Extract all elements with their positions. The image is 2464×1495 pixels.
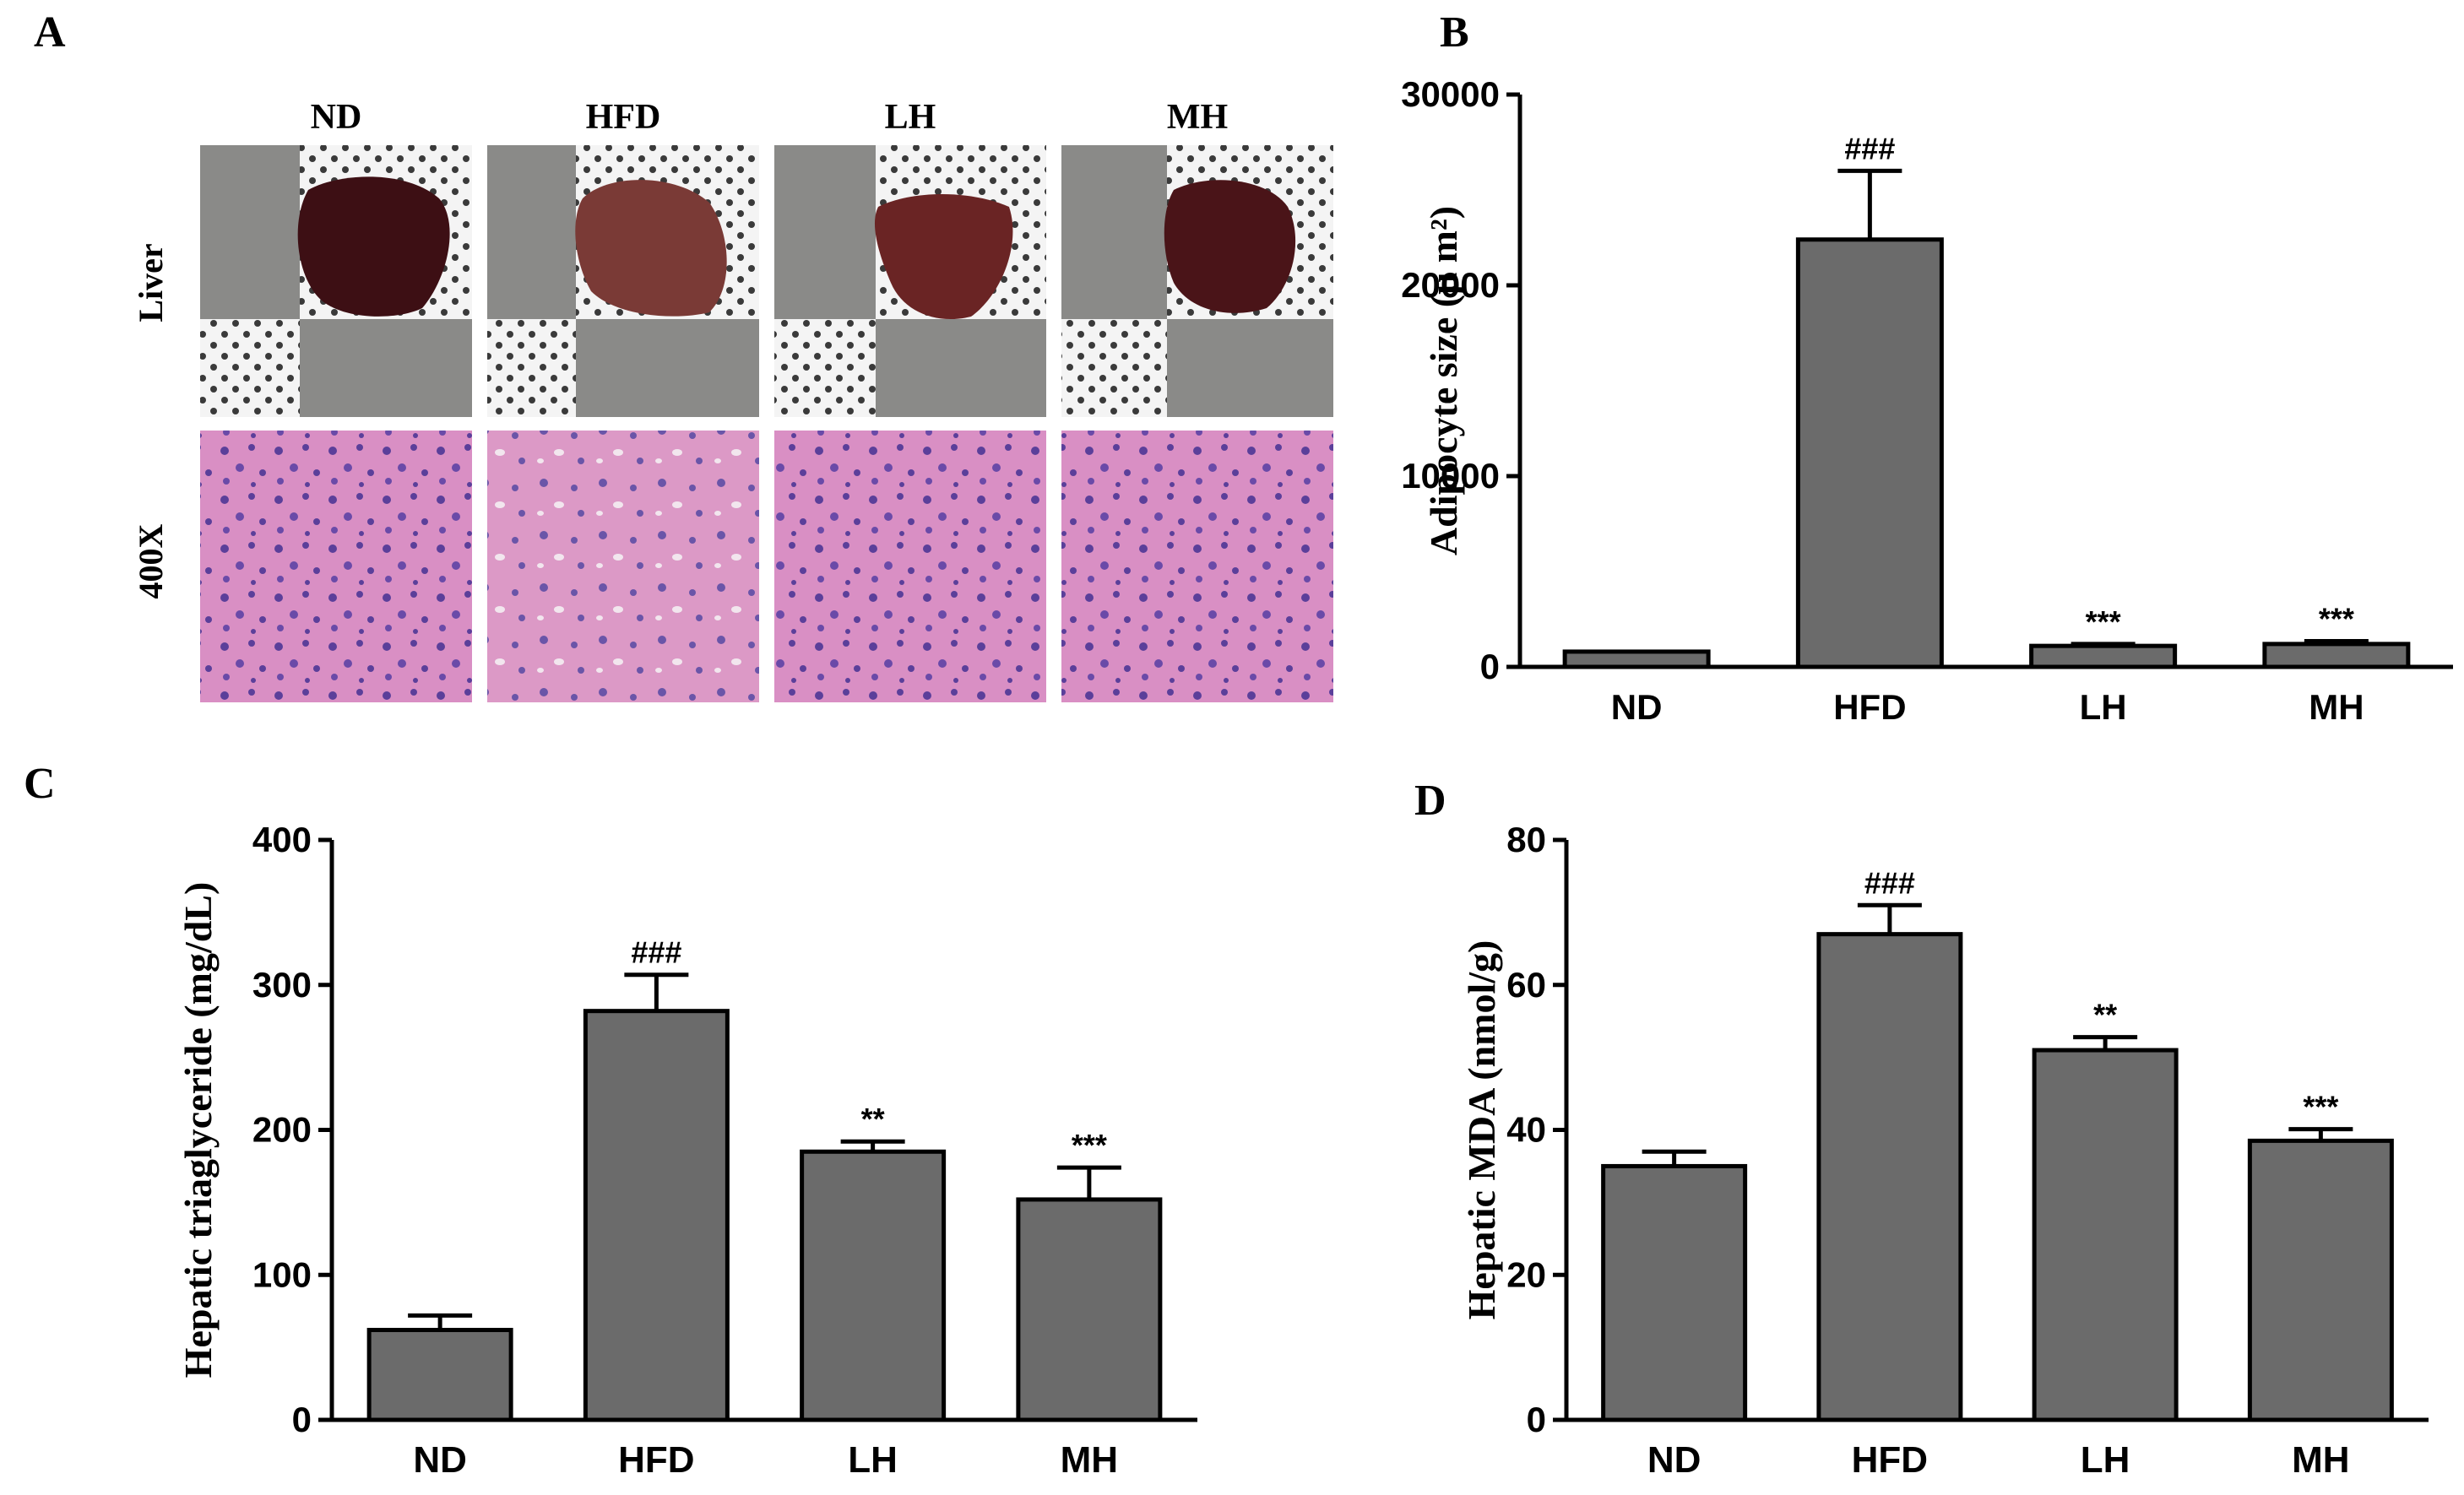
chart-d-annotation-lh: ** xyxy=(2093,998,2117,1032)
group-label-hfd: HFD xyxy=(586,98,661,137)
liver-photo-lh xyxy=(774,145,1046,417)
group-label-lh: LH xyxy=(885,98,936,137)
chart-d-category-mh: MH xyxy=(2292,1439,2349,1481)
chart-c-ytick-label: 0 xyxy=(292,1400,312,1439)
chart-d-category-hfd: HFD xyxy=(1852,1439,1928,1481)
chart-c-bar-hfd xyxy=(583,1009,730,1422)
chart-c-ytick-label: 100 xyxy=(252,1254,312,1294)
chart-b-ytick-label: 30000 xyxy=(1401,74,1500,114)
panel-b-letter: B xyxy=(1440,8,1469,57)
chart-c-ylabel: Hepatic triaglyceride (mg/dL) xyxy=(176,882,220,1379)
panel-a-group-labels: ND HFD LH MH xyxy=(311,98,1228,137)
chart-b-category-lh: LH xyxy=(2080,687,2127,727)
chart-d-bar-nd xyxy=(1601,1163,1748,1422)
panel-a: A ND HFD LH MH Liver 400X xyxy=(34,8,1333,702)
chart-c-annotation-lh: ** xyxy=(861,1102,885,1136)
chart-b-ytick-label: 0 xyxy=(1480,647,1500,686)
chart-b-annotation-lh: *** xyxy=(2086,604,2121,639)
chart-b-ytick-label: 20000 xyxy=(1401,265,1500,305)
chart-d-ytick-label: 20 xyxy=(1506,1254,1546,1294)
chart-b-category-mh: MH xyxy=(2309,687,2364,727)
chart-d-annotation-mh: *** xyxy=(2303,1090,2338,1124)
chart-c-category-nd: ND xyxy=(413,1439,467,1481)
row-label-liver: Liver xyxy=(132,243,170,322)
chart-d-ytick-label: 80 xyxy=(1506,820,1546,859)
chart-d-category-nd: ND xyxy=(1647,1439,1701,1481)
group-label-mh: MH xyxy=(1167,98,1228,137)
chart-d: 0 20 40 60 80 Hepatic MDA (nmol/g) ND ### HFD ** L… xyxy=(1460,820,2429,1481)
row-label-400x: 400X xyxy=(132,523,170,599)
chart-d-ytick-label: 0 xyxy=(1527,1400,1546,1439)
chart-c-category-lh: LH xyxy=(848,1439,898,1481)
chart-b-ytick-label: 10000 xyxy=(1401,456,1500,496)
chart-b-bar-hfd xyxy=(1795,237,1944,669)
chart-b-category-nd: ND xyxy=(1611,687,1663,727)
panel-d-letter: D xyxy=(1414,777,1446,825)
group-label-nd: ND xyxy=(311,98,362,137)
chart-c-bar-mh xyxy=(1016,1197,1163,1422)
histology-hfd xyxy=(487,431,759,702)
chart-c-annotation-hfd: ### xyxy=(631,935,681,970)
chart-c: 0 100 200 300 400 Hepatic triaglyceride (mg/d… xyxy=(176,820,1197,1481)
chart-c-category-mh: MH xyxy=(1061,1439,1118,1481)
chart-c-category-hfd: HFD xyxy=(618,1439,694,1481)
chart-b-bar-mh xyxy=(2262,642,2411,669)
chart-c-ytick-label: 200 xyxy=(252,1110,312,1150)
chart-b-annotation-mh: *** xyxy=(2319,601,2354,636)
panel-c-letter: C xyxy=(24,760,56,808)
histology-lh xyxy=(774,431,1046,702)
chart-d-category-lh: LH xyxy=(2081,1439,2130,1481)
chart-c-ytick-label: 300 xyxy=(252,965,312,1005)
chart-b-annotation-hfd: ### xyxy=(1844,131,1895,165)
liver-photo-nd xyxy=(200,145,472,417)
chart-c-bar-lh xyxy=(800,1149,947,1422)
chart-b-ylabel: Adipocyte size (μ m²) xyxy=(1422,206,1465,555)
chart-c-annotation-mh: *** xyxy=(1072,1128,1107,1162)
chart-b-bar-lh xyxy=(2029,643,2178,669)
chart-c-ytick-label: 400 xyxy=(252,820,312,859)
liver-photo-mh xyxy=(1061,145,1333,417)
chart-c-bar-nd xyxy=(366,1328,513,1422)
chart-d-bar-lh xyxy=(2032,1048,2179,1422)
histology-mh xyxy=(1061,431,1333,702)
chart-d-bar-mh xyxy=(2247,1138,2394,1422)
chart-b: 0 10000 20000 30000 Adipocyte size (μ m²) ND #… xyxy=(1401,74,2453,727)
chart-d-ytick-label: 60 xyxy=(1506,965,1546,1005)
panel-a-letter: A xyxy=(34,8,66,57)
chart-d-bar-hfd xyxy=(1816,932,1963,1422)
histology-nd xyxy=(200,431,472,702)
chart-b-bar-nd xyxy=(1562,649,1711,669)
chart-d-ytick-label: 40 xyxy=(1506,1110,1546,1150)
chart-d-annotation-hfd: ### xyxy=(1864,865,1915,900)
chart-d-ylabel: Hepatic MDA (nmol/g) xyxy=(1460,940,1503,1320)
chart-b-category-hfd: HFD xyxy=(1833,687,1906,727)
liver-photo-hfd xyxy=(487,145,759,417)
